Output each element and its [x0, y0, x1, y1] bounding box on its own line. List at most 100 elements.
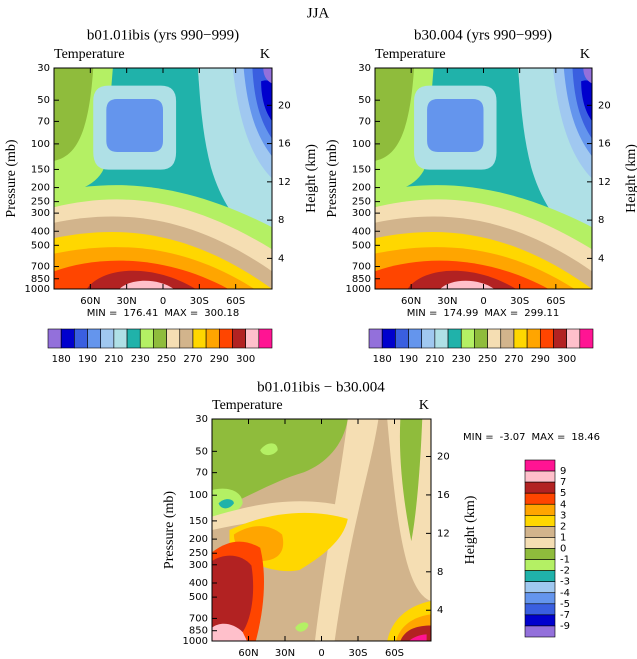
y2-tick-label: 20 — [598, 100, 611, 111]
y-tick-label: 400 — [31, 226, 50, 237]
colorbar-label: 180 — [373, 354, 392, 365]
colorbar-box — [524, 603, 556, 616]
y-tick-label: 70 — [195, 468, 208, 479]
plot-title: b01.01ibis (yrs 990−999) — [87, 27, 239, 43]
page-title: JJA — [307, 5, 330, 21]
y2-tick-label: 16 — [598, 139, 611, 150]
y-axis-label: Pressure (mb) — [4, 139, 19, 217]
y-tick-label: 300 — [31, 208, 50, 219]
colorbar-box — [192, 328, 207, 349]
colorbar-label: 180 — [52, 354, 71, 365]
colorbar-label: 270 — [183, 354, 202, 365]
colorbar-label: -7 — [560, 610, 570, 621]
contour-fill — [86, 270, 196, 289]
colorbar-label: 250 — [157, 354, 176, 365]
colorbar-box — [218, 328, 233, 349]
contour-fill — [583, 68, 592, 84]
colorbar-label: 230 — [131, 354, 150, 365]
colorbar-box — [460, 328, 475, 349]
colorbar-box — [553, 328, 567, 349]
colorbar-box — [47, 328, 62, 349]
contour-fill — [212, 419, 348, 513]
stat-max: 299.11 — [524, 308, 559, 319]
y-tick-label: 500 — [352, 240, 371, 251]
contour-fill — [440, 280, 495, 289]
colorbar-box — [232, 328, 246, 349]
colorbar-label: 3 — [560, 510, 566, 521]
y-tick-label: 70 — [358, 116, 371, 127]
stat-max-label: MAX = — [532, 432, 566, 443]
contour-fill — [197, 68, 272, 250]
colorbar-label: 190 — [399, 354, 418, 365]
colorbar-label: 300 — [236, 354, 255, 365]
colorbar-label: -9 — [560, 621, 570, 632]
colorbar-box — [524, 503, 556, 516]
stat-min-label: MIN = — [407, 308, 438, 319]
contour-fill — [295, 622, 309, 632]
y-tick-label: 250 — [31, 197, 50, 208]
colorbar-label: 9 — [560, 466, 566, 477]
y-axis-label: Pressure (mb) — [325, 139, 340, 217]
y2-tick-label: 4 — [278, 253, 284, 264]
colorbar-label: 1 — [560, 532, 566, 543]
colorbar-box — [524, 559, 556, 571]
x-tick-label: 60S — [385, 648, 404, 659]
colorbar-box — [524, 548, 556, 560]
y-tick-label: 250 — [189, 548, 208, 559]
colorbar-label: 2 — [560, 521, 566, 532]
colorbar-box — [434, 328, 449, 349]
y-tick-label: 400 — [352, 226, 371, 237]
contour-fill — [407, 270, 517, 289]
colorbar-box — [524, 470, 556, 483]
y-tick-label: 850 — [31, 274, 50, 285]
y-tick-label: 200 — [189, 534, 208, 545]
colorbar-box — [258, 328, 273, 349]
colorbar-label: -3 — [560, 577, 570, 588]
colorbar-box — [524, 592, 556, 605]
y-tick-label: 500 — [189, 592, 208, 603]
y2-tick-label: 8 — [437, 567, 443, 578]
contour-fill — [261, 80, 272, 122]
stat-min: -3.07 — [500, 432, 526, 443]
left-string: Temperature — [375, 47, 446, 62]
x-tick-label: 60N — [80, 296, 100, 307]
colorbar-label: 0 — [560, 544, 566, 555]
contour-fill — [212, 623, 248, 641]
y-tick-label: 850 — [189, 626, 208, 637]
x-tick-label: 30S — [510, 296, 529, 307]
colorbar-box — [245, 328, 260, 349]
y-axis-label: Pressure (mb) — [162, 491, 177, 569]
stat-min-label: MIN = — [463, 432, 494, 443]
y2-axis-label: Height (km) — [463, 495, 478, 564]
left-string: Temperature — [212, 398, 283, 413]
y-tick-label: 700 — [189, 613, 208, 624]
y-tick-label: 700 — [31, 262, 50, 273]
y-tick-label: 100 — [31, 139, 50, 150]
x-tick-label: 60S — [546, 296, 565, 307]
colorbar-label: 250 — [478, 354, 497, 365]
colorbar-box — [113, 328, 128, 349]
y2-tick-label: 8 — [278, 215, 284, 226]
stat-min: 176.41 — [123, 308, 158, 319]
colorbar-label: -2 — [560, 566, 570, 577]
colorbar-label: -4 — [560, 588, 570, 599]
y-tick-label: 400 — [189, 578, 208, 589]
colorbar-box — [524, 459, 556, 472]
left-string: Temperature — [54, 47, 125, 62]
y-tick-label: 50 — [37, 95, 50, 106]
plot-title: b30.004 (yrs 990−999) — [414, 27, 552, 43]
y2-tick-label: 4 — [598, 253, 604, 264]
colorbar-label: 290 — [210, 354, 229, 365]
colorbar-box — [524, 481, 556, 494]
contour-fill — [399, 419, 423, 542]
colorbar-box — [408, 328, 423, 349]
colorbar-label: 290 — [531, 354, 550, 365]
right-string: K — [580, 47, 590, 62]
y-tick-label: 30 — [195, 414, 208, 425]
y2-axis-label: Height (km) — [624, 144, 637, 213]
colorbar-box — [447, 328, 462, 349]
y-tick-label: 500 — [31, 240, 50, 251]
stat-max-label: MAX = — [484, 308, 518, 319]
x-tick-label: 30N — [117, 296, 137, 307]
